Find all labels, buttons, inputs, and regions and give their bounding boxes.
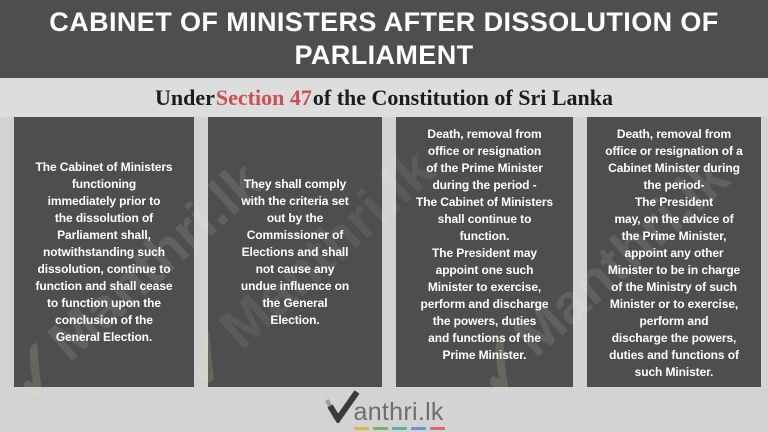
check-m-icon [324,389,359,430]
subtitle-prefix: Under [155,84,215,110]
brand-name: anthri.lk [353,398,444,426]
brand-logo: anthri.lk [324,389,445,430]
box-text: The Cabinet of Ministers functioning imm… [35,159,173,344]
info-box-criteria-compliance: They shall comply with the criteria set … [208,117,382,387]
footer: anthri.lk [0,387,768,432]
box-text: They shall comply with the criteria set … [240,176,350,327]
info-boxes-row: The Cabinet of Ministers functioning imm… [14,117,761,387]
brand-underline [353,427,445,430]
subtitle-bar: Under Section 47 of the Constitution of … [0,78,768,117]
info-box-prime-minister-vacancy: Death, removal from office or resignatio… [396,117,573,387]
box-text: Death, removal from office or resignatio… [605,127,743,379]
underline-segment [410,427,426,430]
info-box-cabinet-function: The Cabinet of Ministers functioning imm… [14,117,194,387]
underline-segment [429,427,445,430]
underline-segment [391,427,407,430]
page-title: CABINET OF MINISTERS AFTER DISSOLUTION O… [49,7,719,70]
box-text: Death, removal from office or resignatio… [416,127,553,362]
subtitle-section-highlight: Section 47 [215,84,312,110]
info-box-cabinet-minister-vacancy: Death, removal from office or resignatio… [587,117,761,387]
subtitle-suffix: of the Constitution of Sri Lanka [312,84,613,110]
title-banner: CABINET OF MINISTERS AFTER DISSOLUTION O… [0,0,768,78]
brand-name-block: anthri.lk [353,398,445,430]
underline-segment [353,427,369,430]
underline-segment [372,427,388,430]
